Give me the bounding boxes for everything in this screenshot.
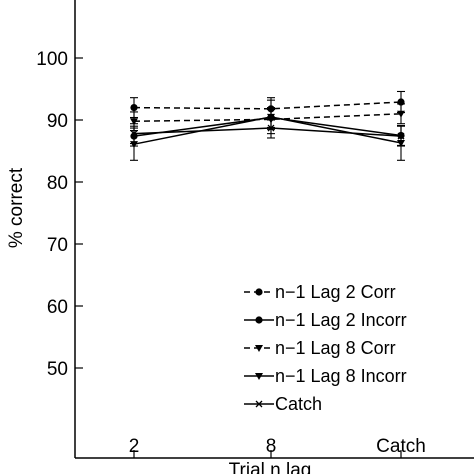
series-0	[130, 90, 405, 121]
series-4	[130, 117, 405, 147]
legend-item-4: Catch	[244, 394, 322, 414]
data-point-3-1	[267, 113, 275, 121]
legend-marker-0	[255, 288, 263, 296]
legend: n−1 Lag 2 Corr n−1 Lag 2 Incorr n−1 Lag 8 …	[244, 282, 407, 414]
data-point-4-1	[267, 124, 275, 132]
legend-item-0: n−1 Lag 2 Corr	[244, 282, 396, 302]
x-axis-label: Trial n lag	[229, 460, 312, 474]
series-1	[130, 107, 405, 147]
legend-label-1: n−1 Lag 2 Incorr	[275, 310, 407, 330]
x-ticks: 2 8 Catch	[129, 436, 426, 458]
legend-label-4: Catch	[275, 394, 322, 414]
y-axis-label: % correct	[6, 167, 27, 248]
legend-marker-3	[255, 373, 263, 380]
x-tick-label-Catch: Catch	[376, 436, 426, 457]
y-tick-label-50: 50	[47, 359, 68, 380]
series-layer	[130, 90, 405, 161]
y-tick-label-60: 60	[47, 297, 68, 318]
data-point-4-0	[130, 130, 138, 138]
legend-item-1: n−1 Lag 2 Incorr	[244, 310, 407, 330]
legend-item-2: n−1 Lag 8 Corr	[244, 338, 396, 358]
y-tick-label-70: 70	[47, 235, 68, 256]
y-tick-label-80: 80	[47, 173, 68, 194]
x-tick-label-8: 8	[266, 436, 277, 457]
legend-marker-1	[255, 316, 263, 324]
data-point-3-0	[130, 141, 138, 149]
y-tick-label-90: 90	[47, 111, 68, 132]
legend-label-2: n−1 Lag 8 Corr	[275, 338, 396, 358]
data-point-4-2	[397, 132, 405, 140]
data-point-2-0	[130, 118, 138, 126]
legend-marker-4	[255, 400, 263, 408]
series-line-2	[133, 113, 402, 122]
y-ticks: 50 60 70 80 90 100	[36, 49, 83, 380]
legend-item-3: n−1 Lag 8 Incorr	[244, 366, 407, 386]
data-point-2-2	[397, 110, 405, 118]
legend-label-3: n−1 Lag 8 Incorr	[275, 366, 407, 386]
legend-label-0: n−1 Lag 2 Corr	[275, 282, 396, 302]
legend-marker-2	[255, 345, 263, 352]
y-tick-label-100: 100	[36, 49, 68, 70]
data-point-0-0	[130, 104, 138, 112]
x-tick-label-2: 2	[129, 436, 140, 457]
series-line-0	[133, 101, 402, 110]
